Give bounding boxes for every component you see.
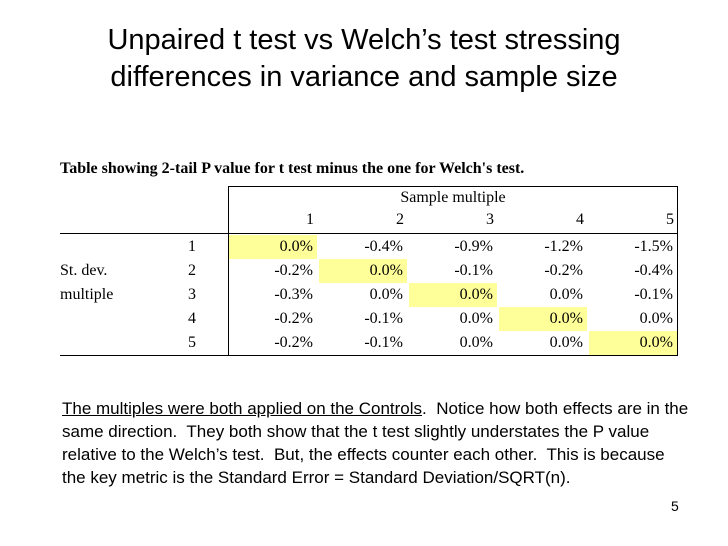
note-lead: The multiples were both applied on the C… [62, 399, 423, 418]
column-header: 1 [306, 211, 314, 228]
column-header: 4 [576, 211, 584, 228]
note-body: . Notice how both effects are in the sam… [62, 399, 693, 487]
table-cell: -0.9% [454, 238, 493, 255]
group-header: Sample multiple [400, 189, 506, 206]
table-cell: -0.1% [454, 262, 493, 279]
row-number: 1 [188, 238, 196, 255]
row-label: St. dev. [60, 262, 108, 279]
table-cell: 0.0% [549, 334, 583, 351]
table-cell: -1.5% [634, 238, 673, 255]
table-cell: -0.1% [364, 334, 403, 351]
table-cell: 0.0% [319, 259, 407, 283]
table-cell: -0.2% [274, 334, 313, 351]
slide-title: Unpaired t test vs Welch’s test stressin… [107, 24, 621, 93]
table-caption: Table showing 2-tail P value for t test … [60, 160, 525, 177]
column-header: 2 [396, 211, 404, 228]
table-cell: -1.2% [544, 238, 583, 255]
column-header: 3 [486, 211, 494, 228]
table-cell: -0.4% [634, 262, 673, 279]
table-cell: -0.3% [274, 286, 313, 303]
row-number: 3 [188, 286, 196, 303]
table-cell: 0.0% [499, 307, 587, 331]
table-cell: 0.0% [459, 310, 493, 327]
table-cell: -0.1% [364, 310, 403, 327]
row-number: 2 [188, 262, 196, 279]
table-cell: 0.0% [639, 310, 673, 327]
table-cell: -0.2% [544, 262, 583, 279]
table-cell: 0.0% [549, 286, 583, 303]
table-cell: -0.4% [364, 238, 403, 255]
table-cell: -0.2% [274, 262, 313, 279]
row-number: 5 [188, 334, 196, 351]
table-cell: 0.0% [589, 331, 677, 355]
table-cell: 0.0% [459, 334, 493, 351]
page-number: 5 [671, 498, 679, 514]
column-header: 5 [666, 211, 674, 228]
table-cell: 0.0% [369, 286, 403, 303]
table-cell: 0.0% [229, 235, 317, 259]
table-cell: -0.2% [274, 310, 313, 327]
note: The multiples were both applied on the C… [62, 397, 692, 489]
table-border [228, 233, 229, 356]
table-border [228, 186, 678, 233]
table-border [60, 233, 678, 356]
row-number: 4 [188, 310, 196, 327]
row-label: multiple [60, 286, 114, 303]
table: Sample multiple 1 2 3 4 5 1 0.0% -0.4% -0.9% -1.2%… [60, 186, 678, 356]
table-cell: -0.1% [634, 286, 673, 303]
table-cell: 0.0% [409, 283, 497, 307]
